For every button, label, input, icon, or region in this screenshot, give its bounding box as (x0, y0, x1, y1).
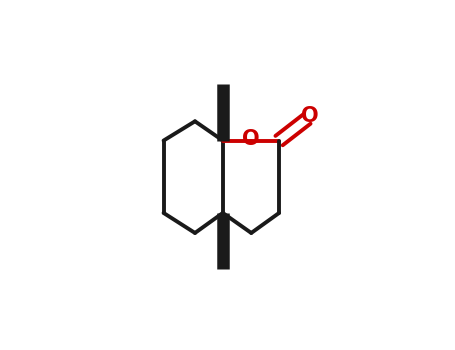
Text: O: O (301, 106, 319, 126)
Text: O: O (243, 129, 260, 149)
